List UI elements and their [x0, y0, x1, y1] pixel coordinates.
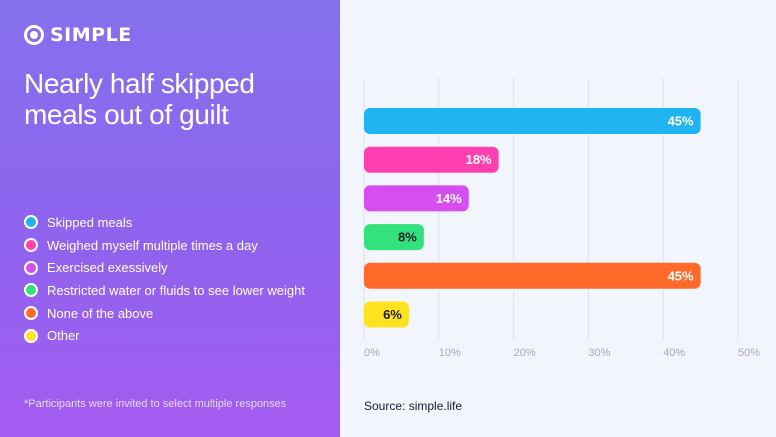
legend-label: Other: [47, 328, 80, 344]
legend-item: None of the above: [24, 302, 305, 325]
legend-label: Weighed myself multiple times a day: [47, 237, 258, 253]
bar-value-label: 45%: [668, 268, 694, 283]
bar-value-label: 45%: [668, 114, 694, 129]
bar: [364, 262, 701, 289]
legend-label: Skipped meals: [47, 214, 133, 230]
bar-value-label: 8%: [398, 230, 417, 245]
x-tick-label: 30%: [588, 347, 610, 359]
x-tick-label: 10%: [439, 347, 461, 359]
bar: [364, 146, 499, 173]
footnote: *Participants were invited to select mul…: [24, 398, 287, 410]
bar: [364, 185, 469, 212]
legend-swatch: [24, 306, 38, 321]
bar: [364, 108, 701, 134]
brand-name: SIMPLE: [50, 24, 132, 46]
headline: Nearly half skipped meals out of guilt: [24, 68, 255, 130]
legend-swatch: [24, 283, 38, 298]
legend-swatch: [24, 238, 38, 253]
x-tick-label: 20%: [514, 347, 536, 359]
legend-item: Skipped meals: [24, 211, 305, 234]
legend-label: None of the above: [47, 305, 154, 321]
bar: [364, 224, 424, 251]
bar-value-label: 6%: [383, 307, 402, 322]
x-tick-label: 50%: [738, 347, 760, 359]
ring-icon: [24, 25, 44, 45]
legend-label: Restricted water or fluids to see lower …: [47, 282, 305, 298]
x-tick-label: 40%: [663, 347, 685, 359]
legend-item: Weighed myself multiple times a day: [24, 234, 305, 257]
legend-swatch: [24, 260, 38, 275]
bar-chart: 0% 10% 20% 30% 40% 50% 45% 18% 14% 8% 45% 6%: [363, 78, 760, 359]
chart-area: 0% 10% 20% 30% 40% 50% 45% 18% 14% 8% 45% 6% Source…: [340, 0, 776, 437]
x-tick-label: 0%: [364, 347, 380, 359]
bar-value-label: 14%: [436, 191, 462, 206]
legend-swatch: [24, 215, 38, 230]
legend-item: Exercised exessively: [24, 256, 305, 279]
bar-value-label: 18%: [466, 152, 492, 167]
source-note: Source: simple.life: [364, 399, 463, 413]
chart-legend: Skipped meals Weighed myself multiple tim…: [24, 211, 305, 347]
brand-logo[interactable]: SIMPLE: [24, 24, 132, 46]
legend-item: Restricted water or fluids to see lower …: [24, 279, 305, 302]
legend-item: Other: [24, 324, 305, 347]
legend-label: Exercised exessively: [47, 260, 168, 276]
bar: [364, 301, 409, 328]
legend-swatch: [24, 328, 38, 343]
left-panel: SIMPLE Nearly half skipped meals out of …: [0, 0, 340, 437]
